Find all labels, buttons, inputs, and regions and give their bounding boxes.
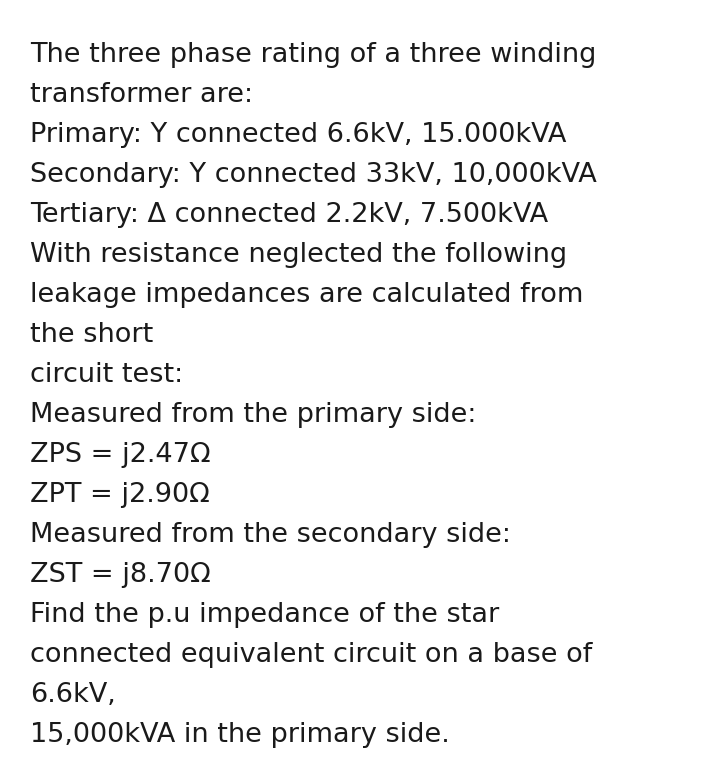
Text: the short: the short [30, 322, 153, 348]
Text: Find the p.u impedance of the star: Find the p.u impedance of the star [30, 602, 499, 628]
Text: Secondary: Y connected 33kV, 10,000kVA: Secondary: Y connected 33kV, 10,000kVA [30, 162, 597, 188]
Text: ZPT = j2.90Ω: ZPT = j2.90Ω [30, 482, 210, 508]
Text: The three phase rating of a three winding: The three phase rating of a three windin… [30, 42, 596, 68]
Text: ZST = j8.70Ω: ZST = j8.70Ω [30, 562, 211, 588]
Text: 15,000kVA in the primary side.: 15,000kVA in the primary side. [30, 722, 450, 748]
Text: Measured from the primary side:: Measured from the primary side: [30, 402, 477, 428]
Text: Tertiary: Δ connected 2.2kV, 7.500kVA: Tertiary: Δ connected 2.2kV, 7.500kVA [30, 202, 548, 228]
Text: circuit test:: circuit test: [30, 362, 183, 388]
Text: Measured from the secondary side:: Measured from the secondary side: [30, 522, 511, 548]
Text: connected equivalent circuit on a base of: connected equivalent circuit on a base o… [30, 642, 593, 668]
Text: leakage impedances are calculated from: leakage impedances are calculated from [30, 282, 583, 308]
Text: transformer are:: transformer are: [30, 82, 253, 108]
Text: With resistance neglected the following: With resistance neglected the following [30, 242, 567, 268]
Text: 6.6kV,: 6.6kV, [30, 682, 116, 708]
Text: ZPS = j2.47Ω: ZPS = j2.47Ω [30, 442, 211, 468]
Text: Primary: Y connected 6.6kV, 15.000kVA: Primary: Y connected 6.6kV, 15.000kVA [30, 122, 567, 148]
